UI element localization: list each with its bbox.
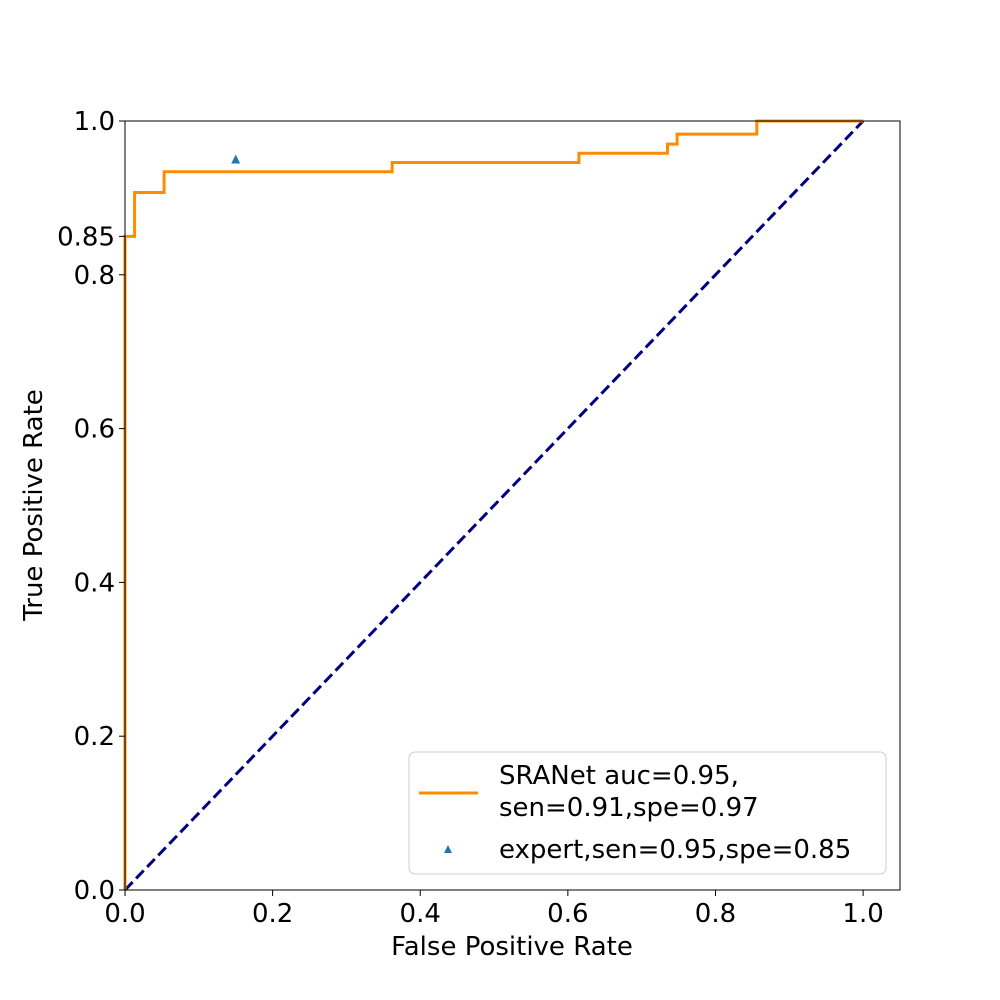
x-axis-title: False Positive Rate: [391, 932, 633, 962]
y-tick-label: 0.85: [57, 222, 115, 252]
y-tick-label: 1.0: [74, 107, 115, 137]
plot-frame: [124, 120, 901, 891]
y-tick-label: 0.0: [74, 876, 115, 906]
legend-swatch-expert: [444, 845, 452, 853]
roc-curve-line: [123, 119, 864, 890]
x-tick-label: 0.2: [252, 899, 293, 929]
y-tick-label: 0.6: [74, 415, 115, 445]
y-axis-title: True Positive Rate: [19, 389, 49, 622]
y-tick-label: 0.8: [74, 261, 115, 291]
x-tick-label: 0.8: [695, 899, 736, 929]
y-axis: 0.0 0.2 0.4 0.6 0.8 0.85 1.0: [57, 107, 125, 906]
legend-box: [408, 751, 887, 875]
legend-label-roc-line2: sen=0.91,spe=0.97: [499, 793, 759, 823]
x-tick-label: 0.4: [400, 899, 441, 929]
x-tick-label: 0.0: [104, 899, 145, 929]
x-tick-label: 0.6: [547, 899, 588, 929]
legend-label-roc-line1: SRANet auc=0.95,: [499, 761, 739, 791]
chart-marks: [123, 119, 865, 892]
chance-diagonal-line: [123, 119, 865, 892]
x-tick-label: 1.0: [842, 899, 883, 929]
legend-label-expert: expert,sen=0.95,spe=0.85: [499, 835, 851, 865]
legend: SRANet auc=0.95, sen=0.91,spe=0.97 exper…: [408, 751, 887, 875]
y-tick-label: 0.4: [74, 568, 115, 598]
y-tick-label: 0.2: [74, 722, 115, 752]
expert-point: [231, 154, 241, 164]
x-axis: 0.0 0.2 0.4 0.6 0.8 1.0: [104, 890, 884, 929]
